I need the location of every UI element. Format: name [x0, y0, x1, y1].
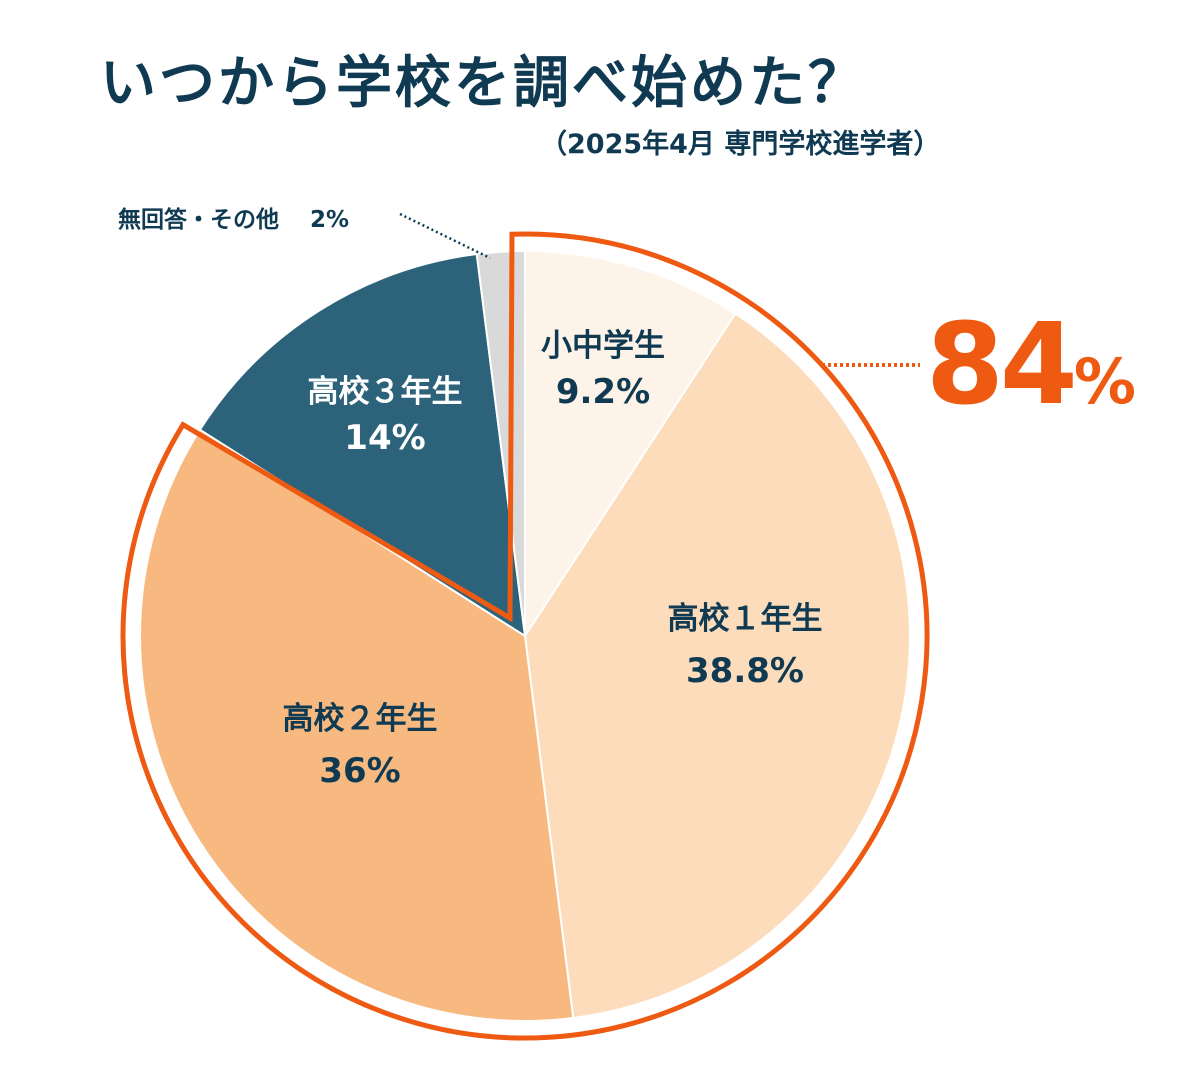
slice-label-2: 高校２年生 [283, 701, 438, 737]
slice-label-3: 高校３年生 [308, 374, 463, 410]
highlight-total: 84% [926, 300, 1136, 430]
slice-value-0: 9.2% [556, 372, 650, 412]
slice-value-3: 14% [344, 418, 425, 458]
highlight-outline [120, 231, 930, 1041]
other-leader-line [399, 212, 491, 260]
chart-subtitle: （2025年4月 専門学校進学者） [540, 129, 941, 160]
pie-slice-3 [198, 252, 527, 638]
highlight-value: 84 [926, 300, 1078, 430]
chart-title: いつから学校を調べ始めた？ [100, 51, 867, 116]
slice-value-2: 36% [319, 751, 400, 791]
pie-slice-0 [524, 249, 737, 640]
slice-label-0: 小中学生 [541, 328, 665, 364]
pie-slice-1 [523, 312, 911, 1020]
other-slice-label: 無回答・その他 2% [118, 200, 349, 234]
other-slice-value: 2% [310, 207, 350, 233]
pie-slice-2 [139, 428, 575, 1022]
slice-value-1: 38.8% [686, 651, 804, 691]
highlight-unit: % [1073, 345, 1136, 418]
slice-label-1: 高校１年生 [668, 601, 823, 637]
other-slice-name: 無回答・その他 [118, 207, 279, 233]
